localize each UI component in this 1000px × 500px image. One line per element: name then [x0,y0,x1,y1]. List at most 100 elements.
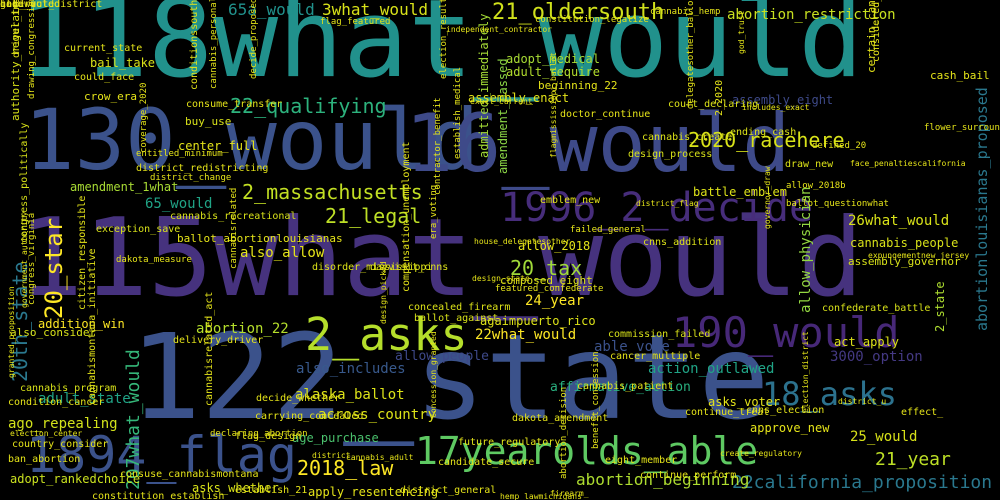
cloud-word: crow_era [84,90,137,103]
cloud-word: 3000_option [830,349,923,365]
cloud-word: cnns_election [746,405,825,416]
cloud-word: governor_draw [763,166,772,229]
cloud-word: election_district [801,331,810,413]
cloud-word: current_state [64,43,143,54]
cloud-word: 122_state [130,308,770,446]
cloud-word: 21_oldersouth [492,0,665,25]
cloud-word: cannabis_people [850,236,959,250]
cloud-word: featured_confederate [495,284,604,294]
cloud-word: cannabisrelated_act [204,291,215,406]
cloud-word: era_voting [429,184,439,239]
cloud-word: draw_new [785,159,834,170]
cloud-word: exact_current [470,97,533,106]
cloud-word: beginning_22 [538,79,618,92]
cloud-word: district_redistricting [136,163,269,174]
cloud-word: 2_2020 [714,79,725,116]
cloud-word: 26what_would [848,213,950,229]
cloud-word: 1996_2_decide [500,185,814,231]
cloud-word: also_includes [296,361,406,377]
cloud-word: 65_would [145,196,213,212]
cloud-word: concession_granted [429,331,438,418]
cloud-word: delivery_driver [173,335,264,346]
cloud-word: coverage_2020 [139,82,149,153]
cloud-word: government_authority [20,211,29,308]
cloud-word: cannabis_hemp [650,7,721,17]
cloud-word: 65a_would [228,0,315,19]
cloud-word: dakota_amendment [512,413,609,424]
cloud-word: defined_20 [812,141,867,151]
cloud-word: cannabis_recreational [170,211,297,222]
cloud-word: includes_exact [742,103,810,112]
cloud-word: carrying_concealed [255,411,364,422]
cloud-word: continue_perform [640,470,737,481]
cloud-word: 21_legal [325,204,422,228]
cloud-word: 190_would [672,308,900,357]
cloud-word: admitted_immediately [477,13,491,159]
cloud-word: abortion_beginning [576,470,750,489]
cloud-word: failed_general [570,225,646,235]
cloud-word: composed_eight [500,274,593,287]
cloud-word: 20_star [40,217,68,319]
cloud-word: considered_employee [871,0,882,62]
cloud-word: 17yearolds_able [415,429,759,473]
cloud-word: confederate_battle [822,303,931,314]
cloud-word: election_result [439,0,449,79]
cloud-word: district_ [312,451,356,460]
cloud-word: 2018_law [297,456,394,480]
cloud-word: cannabismontana_initiative [87,248,98,405]
cloud-word: apply_resentencing [308,485,439,499]
cloud-word: design_process [628,149,713,160]
cloud-word: ballot_against [414,313,499,324]
cloud-word: 18_asks [762,375,897,413]
cloud-word: constitution_legalize [535,15,649,25]
cloud-word: continue_treat [685,407,770,418]
cloud-word: age_purchase [292,431,379,445]
cloud-word: alaska_ballot [295,387,405,403]
cloud-word: 22california_proposition [732,472,993,493]
cloud-word: cancer_multiple [610,351,701,362]
cloud-word: district_u [838,397,887,406]
cloud-word: district_flag [636,199,699,208]
cloud-word: eight_member [605,455,678,466]
cloud-word: assembly_eight [732,93,834,107]
cloud-word: buy_use [185,115,232,128]
cloud-word: benefit_concession [591,351,601,449]
cloud-word: 130_would [24,91,480,189]
cloud-word: ban_abortion [8,454,81,465]
cloud-word: 115what_would [18,196,864,321]
cloud-word: congress_virginia [27,212,37,305]
cloud-word: condition_cancer [8,397,105,408]
cloud-word: granted_proposition [7,286,16,378]
cloud-word: 20_tax [510,256,583,280]
cloud-word: god_trust [737,10,746,54]
cloud-word: cannabis_create [642,132,733,143]
cloud-word: compensation_unemployment [401,141,412,292]
cloud-word: ending_cash [730,127,797,138]
cloud-word: conditionssouth_dakota [189,0,200,90]
cloud-word: 16_would [405,97,791,190]
cloud-word: 21_year [875,449,951,470]
cloud-word: drawing_congressional [27,0,37,99]
cloud-word: cash_bail [930,69,990,82]
cloud-word: disorder_mississippi [312,262,433,273]
cloud-word: 1894_flag [26,426,297,484]
cloud-word: adult_require [506,65,600,79]
cloud-word: independent_contractor [446,25,552,34]
cloud-word: ballot_abortionlouisianas [177,232,343,245]
cloud-word: 24_year [525,293,585,309]
cloud-word: bail_take [90,56,156,70]
cloud-word: candidate_secure [438,457,535,468]
cloud-word: allow_2018b [786,181,846,191]
cloud-word: 2_asks [305,308,468,361]
cloud-word: create_regulatory [720,449,802,458]
cloud-word: expungementnew_jersey [868,251,970,260]
cloud-word: flower_surrounded [924,123,1000,133]
cloud-word: entitled_minimum [136,149,223,159]
cloud-word: establish_medical [453,66,463,159]
cloud-word: cannabis_personal [209,0,219,89]
cloud-word: also_consider [10,326,97,339]
cloud-word: design_picked [379,261,388,324]
cloud-word: able_vote [594,339,670,355]
cloud-word: dakota_measure [116,255,192,265]
